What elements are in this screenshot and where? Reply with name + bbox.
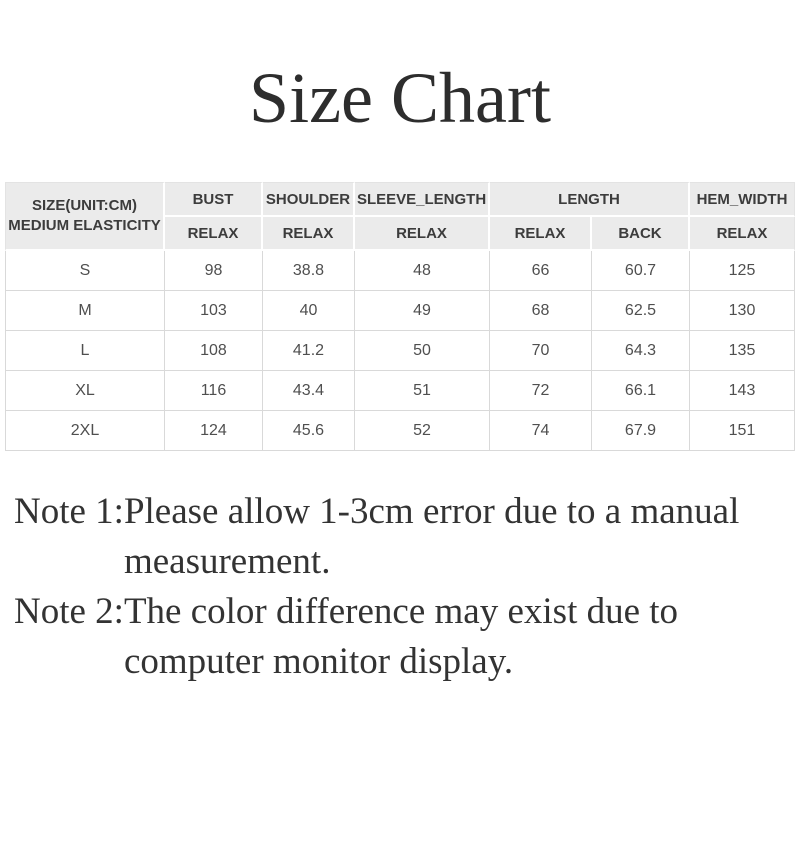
page-title: Size Chart bbox=[249, 58, 551, 138]
col-header-bust: BUST bbox=[164, 182, 263, 217]
subheader-length-relax: RELAX bbox=[489, 217, 592, 251]
hem-width-cell: 151 bbox=[690, 411, 795, 451]
hem-width-cell: 125 bbox=[690, 251, 795, 291]
note-1-prefix: Note 1: bbox=[14, 491, 124, 532]
notes-section: Note 1: Please allow 1-3cm error due to … bbox=[14, 487, 790, 687]
hem-width-cell: 135 bbox=[690, 331, 795, 371]
note-1: Note 1: Please allow 1-3cm error due to … bbox=[14, 487, 790, 587]
subheader-hem-relax: RELAX bbox=[690, 217, 795, 251]
subheader-bust-relax: RELAX bbox=[164, 217, 263, 251]
col-header-size: SIZE(UNIT:CM) MEDIUM ELASTICITY bbox=[4, 182, 165, 251]
note-2-line-2: computer monitor display. bbox=[123, 641, 514, 682]
sleeve-length-cell: 48 bbox=[354, 251, 490, 291]
size-cell: M bbox=[4, 291, 165, 331]
shoulder-cell: 40 bbox=[262, 291, 355, 331]
sleeve-length-cell: 50 bbox=[354, 331, 490, 371]
size-cell: 2XL bbox=[4, 411, 165, 451]
table-header: SIZE(UNIT:CM) MEDIUM ELASTICITY BUST SHO… bbox=[4, 182, 795, 251]
header-row-sub: RELAX RELAX RELAX RELAX BACK RELAX bbox=[5, 217, 795, 251]
sleeve-length-cell: 49 bbox=[354, 291, 490, 331]
subheader-shoulder-relax: RELAX bbox=[262, 217, 355, 251]
bust-cell: 98 bbox=[164, 251, 263, 291]
size-cell: S bbox=[4, 251, 165, 291]
bust-cell: 103 bbox=[164, 291, 263, 331]
size-cell: XL bbox=[4, 371, 165, 411]
col-header-length: LENGTH bbox=[489, 182, 690, 217]
subheader-sleeve-relax: RELAX bbox=[354, 217, 490, 251]
note-2: Note 2: The color difference may exist d… bbox=[14, 587, 790, 687]
shoulder-cell: 38.8 bbox=[262, 251, 355, 291]
length-relax-cell: 72 bbox=[489, 371, 592, 411]
elasticity-label: MEDIUM ELASTICITY bbox=[8, 217, 161, 234]
note-1-body: Please allow 1-3cm error due to a manual… bbox=[124, 487, 739, 587]
hem-width-cell: 130 bbox=[690, 291, 795, 331]
shoulder-cell: 41.2 bbox=[262, 331, 355, 371]
length-back-cell: 62.5 bbox=[591, 291, 690, 331]
note-1-line-1: Please allow 1-3cm error due to a manual bbox=[123, 491, 740, 532]
bust-cell: 124 bbox=[164, 411, 263, 451]
header-row-main: SIZE(UNIT:CM) MEDIUM ELASTICITY BUST SHO… bbox=[4, 182, 795, 251]
length-relax-cell: 68 bbox=[489, 291, 592, 331]
sleeve-length-cell: 52 bbox=[354, 411, 490, 451]
length-relax-cell: 74 bbox=[489, 411, 592, 451]
note-1-line-2: measurement. bbox=[123, 541, 331, 582]
table-row-m: M 103 40 49 68 62.5 130 bbox=[4, 291, 795, 331]
length-back-cell: 66.1 bbox=[591, 371, 690, 411]
bust-cell: 116 bbox=[164, 371, 263, 411]
table-row-xl: XL 116 43.4 51 72 66.1 143 bbox=[4, 371, 795, 411]
length-back-cell: 67.9 bbox=[591, 411, 690, 451]
size-chart-page: Size Chart SIZE(UNIT:CM) MEDIUM ELASTICI… bbox=[0, 54, 800, 687]
table-row-2xl: 2XL 124 45.6 52 74 67.9 151 bbox=[4, 411, 795, 451]
shoulder-cell: 43.4 bbox=[262, 371, 355, 411]
note-2-prefix: Note 2: bbox=[14, 591, 124, 632]
length-relax-cell: 66 bbox=[489, 251, 592, 291]
note-2-body: The color difference may exist due to co… bbox=[124, 587, 678, 687]
col-header-sleeve-length: SLEEVE_LENGTH bbox=[354, 182, 490, 217]
sleeve-length-cell: 51 bbox=[354, 371, 490, 411]
table-row-l: L 108 41.2 50 70 64.3 135 bbox=[4, 331, 795, 371]
length-relax-cell: 70 bbox=[489, 331, 592, 371]
note-2-line-1: The color difference may exist due to bbox=[123, 591, 679, 632]
length-back-cell: 64.3 bbox=[591, 331, 690, 371]
size-unit-label: SIZE(UNIT:CM) bbox=[31, 197, 137, 214]
bust-cell: 108 bbox=[164, 331, 263, 371]
hem-width-cell: 143 bbox=[690, 371, 795, 411]
subheader-length-back: BACK bbox=[591, 217, 690, 251]
table-body: S 98 38.8 48 66 60.7 125 M 103 40 49 68 … bbox=[4, 251, 795, 451]
shoulder-cell: 45.6 bbox=[262, 411, 355, 451]
col-header-shoulder: SHOULDER bbox=[262, 182, 355, 217]
col-header-hem-width: HEM_WIDTH bbox=[690, 182, 795, 217]
length-back-cell: 60.7 bbox=[591, 251, 690, 291]
table-row-s: S 98 38.8 48 66 60.7 125 bbox=[4, 251, 795, 291]
size-cell: L bbox=[4, 331, 165, 371]
size-chart-table: SIZE(UNIT:CM) MEDIUM ELASTICITY BUST SHO… bbox=[4, 182, 795, 451]
